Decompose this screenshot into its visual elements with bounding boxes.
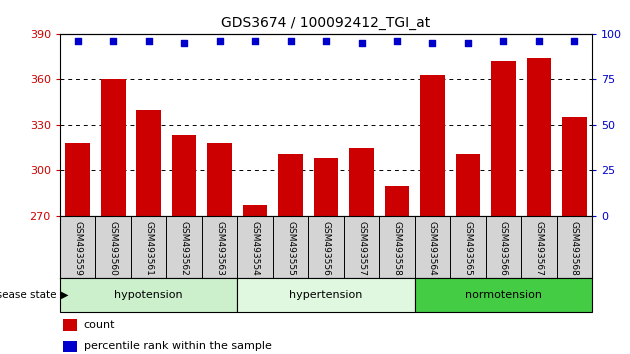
Text: GSM493555: GSM493555 (286, 221, 295, 276)
Text: GSM493558: GSM493558 (392, 221, 401, 276)
Bar (238, 278, 415, 312)
Point (108, 38, 118, 44)
Bar (415, 278, 592, 312)
Bar (63, 341, 77, 353)
Point (321, 38, 331, 44)
Text: GSM493554: GSM493554 (251, 221, 260, 276)
Point (250, 38, 260, 44)
Point (498, 38, 508, 44)
Point (179, 40, 189, 46)
Point (214, 38, 224, 44)
Bar (63, 319, 77, 331)
Text: GSM493560: GSM493560 (108, 221, 118, 276)
Point (285, 38, 295, 44)
Text: ▶: ▶ (61, 290, 69, 300)
Text: GSM493564: GSM493564 (428, 221, 437, 276)
Point (357, 40, 367, 46)
Bar (136, 110, 161, 354)
Point (534, 38, 544, 44)
Text: GSM493567: GSM493567 (534, 221, 544, 276)
Point (392, 38, 402, 44)
Point (427, 40, 437, 46)
Bar (243, 205, 268, 354)
Bar (171, 136, 197, 354)
Point (463, 40, 473, 46)
Bar (420, 75, 445, 354)
Bar (207, 143, 232, 354)
Text: normotension: normotension (465, 290, 542, 300)
Bar (491, 61, 516, 354)
Bar (455, 154, 481, 354)
Text: GSM493563: GSM493563 (215, 221, 224, 276)
Text: count: count (84, 320, 115, 330)
Bar (349, 148, 374, 354)
Text: GSM493565: GSM493565 (464, 221, 472, 276)
Text: GSM493566: GSM493566 (499, 221, 508, 276)
Bar (384, 185, 410, 354)
Title: GDS3674 / 100092412_TGI_at: GDS3674 / 100092412_TGI_at (221, 16, 431, 30)
Bar (314, 158, 338, 354)
Text: GSM493562: GSM493562 (180, 221, 188, 276)
Text: GSM493557: GSM493557 (357, 221, 366, 276)
Text: GSM493568: GSM493568 (570, 221, 579, 276)
Text: GSM493556: GSM493556 (321, 221, 331, 276)
Text: percentile rank within the sample: percentile rank within the sample (84, 342, 272, 352)
Bar (65, 143, 90, 354)
Point (570, 38, 580, 44)
Bar (562, 117, 587, 354)
Bar (278, 154, 303, 354)
Text: hypotension: hypotension (114, 290, 183, 300)
Bar (101, 79, 125, 354)
Text: GSM493561: GSM493561 (144, 221, 153, 276)
Text: GSM493559: GSM493559 (73, 221, 82, 276)
Text: hypertension: hypertension (289, 290, 363, 300)
Point (72, 38, 83, 44)
Bar (527, 58, 551, 354)
Point (144, 38, 154, 44)
Text: disease state: disease state (0, 290, 57, 300)
Bar (60, 278, 238, 312)
